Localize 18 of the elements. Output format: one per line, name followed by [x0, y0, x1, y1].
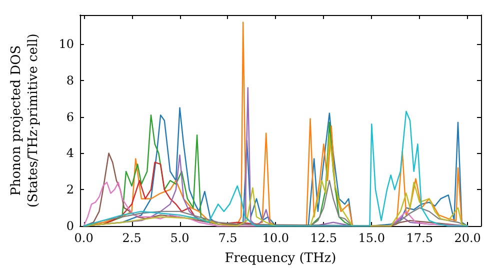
x-tick-label: 10.0	[262, 231, 290, 245]
x-tick-label: 7.5	[218, 231, 238, 245]
y-tick-label: 4	[66, 146, 74, 160]
y-tick-label: 0	[66, 219, 74, 233]
y-tick-label: 6	[66, 110, 74, 124]
x-tick-label: 5.0	[170, 231, 190, 245]
y-tick-label: 10	[58, 37, 74, 52]
line-series	[83, 134, 468, 227]
x-tick-label: 20.0	[454, 231, 481, 245]
y-tick-label: 2	[66, 182, 74, 197]
y-axis-title: Phonon projected DOS (States/THz·primitive cell)	[9, 33, 41, 208]
x-tick-label: 2.5	[122, 231, 142, 245]
x-tick-label: 15.0	[358, 231, 385, 245]
x-tick-label: 12.5	[310, 231, 338, 245]
x-tick-label: 17.5	[406, 231, 433, 245]
x-axis-title: Frequency (THz)	[224, 251, 336, 266]
x-tick-label: 0.0	[74, 231, 94, 245]
y-tick-label: 8	[66, 73, 74, 88]
